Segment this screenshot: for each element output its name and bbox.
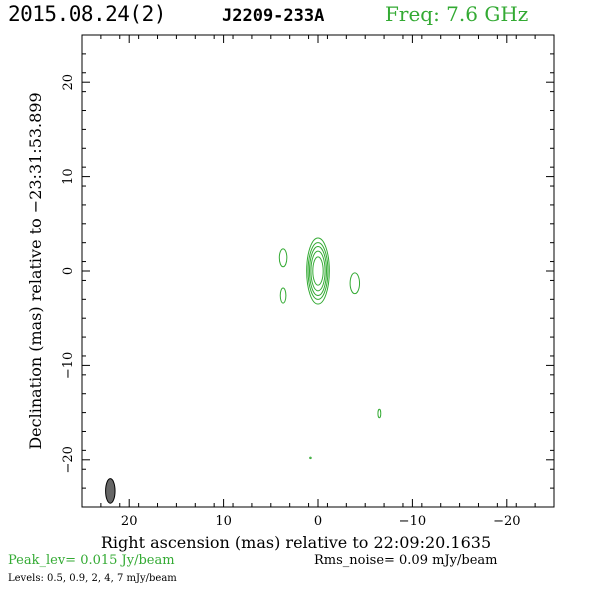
y-axis-label: Declination (mas) relative to −23:31:53.… xyxy=(26,92,45,449)
x-tick-label: 20 xyxy=(121,514,138,529)
rms-noise: Rms_noise= 0.09 mJy/beam xyxy=(314,553,498,568)
contour-ring xyxy=(279,287,287,304)
contour-ring xyxy=(278,248,288,268)
peak-level: Peak_lev= 0.015 Jy/beam xyxy=(8,553,175,568)
contour-ring xyxy=(306,237,330,305)
y-tick-label: 20 xyxy=(61,74,76,91)
contour-ring xyxy=(307,242,329,300)
contour-ring xyxy=(377,408,382,419)
contour-ring xyxy=(309,456,312,460)
contour-levels: Levels: 0.5, 0.9, 2, 4, 7 mJy/beam xyxy=(8,573,177,584)
x-tick-label: 0 xyxy=(314,514,322,529)
x-tick-label: 10 xyxy=(215,514,232,529)
contour-ring xyxy=(309,245,327,297)
source-name: J2209-233A xyxy=(222,6,325,26)
contour-ring xyxy=(312,256,324,286)
y-tick-label: −10 xyxy=(61,352,76,379)
plot-frame xyxy=(81,34,555,508)
x-tick-label: −20 xyxy=(493,514,520,529)
y-tick-label: 0 xyxy=(61,267,76,275)
beam-ellipse xyxy=(105,478,116,504)
contour-ring xyxy=(310,250,326,292)
contour-ring xyxy=(349,272,361,295)
y-tick-label: 10 xyxy=(61,168,76,185)
frequency-label: Freq: 7.6 GHz xyxy=(385,2,529,26)
x-axis-label: Right ascension (mas) relative to 22:09:… xyxy=(101,533,491,552)
y-tick-label: −20 xyxy=(61,446,76,473)
x-tick-label: −10 xyxy=(399,514,426,529)
observation-date: 2015.08.24(2) xyxy=(8,2,166,26)
